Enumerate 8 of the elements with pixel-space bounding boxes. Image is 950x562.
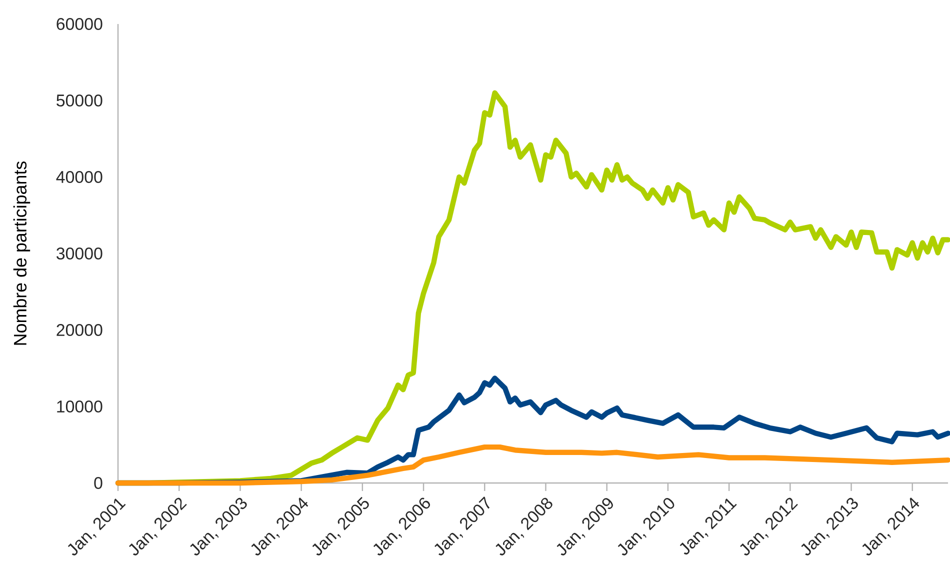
y-tick-label: 30000 [56,248,102,260]
y-tick-label: 10000 [57,400,102,412]
y-tick-label: 40000 [56,171,102,183]
y-axis-title: Nombre de participants [13,162,30,345]
y-tick-label: 60000 [56,18,102,30]
y-tick-label: 0 [94,477,102,489]
y-tick-label: 50000 [56,94,102,106]
y-tick-label: 20000 [56,324,102,336]
